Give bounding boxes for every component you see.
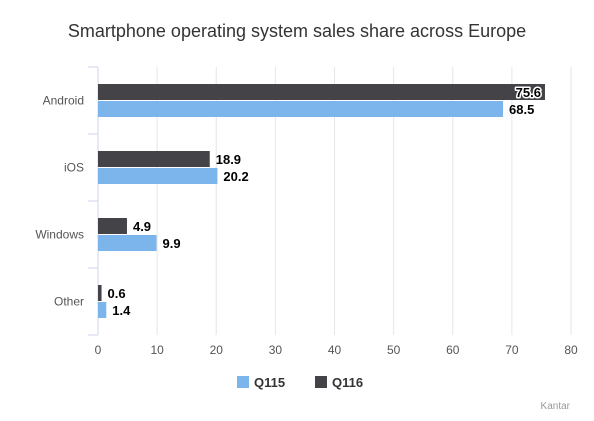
data-label: 20.2 bbox=[223, 169, 248, 184]
x-tick-label: 80 bbox=[564, 343, 578, 357]
x-tick-label: 40 bbox=[328, 343, 342, 357]
data-label: 68.5 bbox=[509, 102, 534, 117]
bar-q115-ios[interactable] bbox=[98, 168, 218, 184]
legend[interactable]: Q115 Q116 bbox=[237, 375, 363, 390]
bar-q116-android[interactable] bbox=[98, 84, 545, 100]
x-tick-label: 30 bbox=[269, 343, 283, 357]
bar-q115-other[interactable] bbox=[98, 302, 107, 318]
legend-swatch-q115[interactable] bbox=[237, 376, 249, 388]
bar-q116-ios[interactable] bbox=[98, 151, 210, 167]
data-label: 4.9 bbox=[133, 219, 151, 234]
legend-label-q115[interactable]: Q115 bbox=[254, 375, 285, 390]
x-tick-label: 20 bbox=[210, 343, 224, 357]
data-label-halo: 75.6 bbox=[516, 85, 541, 100]
bar-q115-windows[interactable] bbox=[98, 235, 157, 251]
category-label: Android bbox=[43, 94, 84, 108]
labels: 0 10 20 30 40 50 60 70 80Android75.675.668.5iOS1… bbox=[35, 84, 578, 358]
bars bbox=[98, 84, 545, 318]
data-label: 1.4 bbox=[112, 303, 131, 318]
data-label: 75.6 bbox=[516, 85, 541, 100]
data-label: 9.9 bbox=[163, 236, 181, 251]
chart-credit[interactable]: Kantar bbox=[541, 401, 571, 412]
bar-q116-windows[interactable] bbox=[98, 218, 127, 234]
x-tick-label: 60 bbox=[446, 343, 460, 357]
bar-q115-android[interactable] bbox=[98, 101, 504, 117]
data-label: 18.9 bbox=[216, 152, 241, 167]
category-label: iOS bbox=[64, 161, 84, 175]
category-label: Windows bbox=[35, 228, 84, 242]
x-tick-label: 10 bbox=[150, 343, 164, 357]
x-tick-label: 50 bbox=[387, 343, 401, 357]
x-tick-label: 70 bbox=[505, 343, 519, 357]
bar-q116-other[interactable] bbox=[98, 285, 102, 301]
legend-label-q116[interactable]: Q116 bbox=[332, 375, 363, 390]
category-label: Other bbox=[54, 295, 84, 309]
data-label: 0.6 bbox=[108, 286, 126, 301]
chart-title: Smartphone operating system sales share … bbox=[68, 21, 526, 41]
x-tick-label: 0 bbox=[95, 343, 102, 357]
legend-swatch-q116[interactable] bbox=[315, 376, 327, 388]
